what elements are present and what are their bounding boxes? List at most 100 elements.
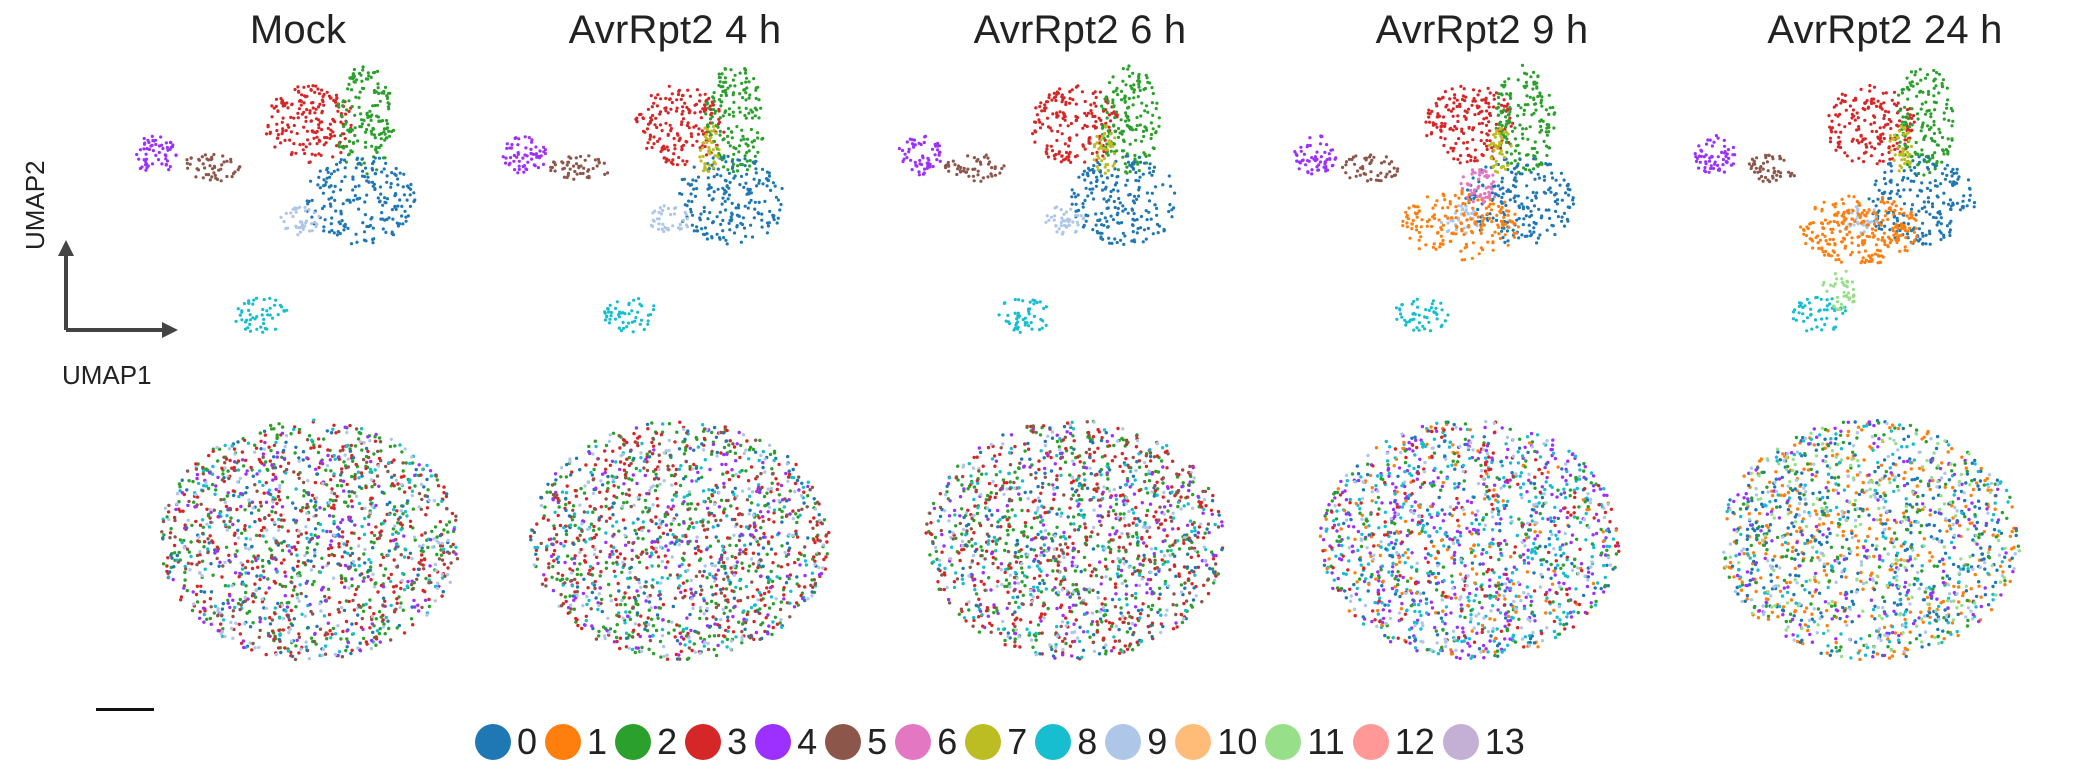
cell-point [715,232,719,236]
cell-point [759,598,763,602]
cell-point [1040,109,1044,113]
cell-point [227,476,231,481]
cell-point [377,156,382,160]
cell-point [815,500,820,504]
cell-point [172,515,177,520]
cell-point [284,128,288,133]
cell-point [685,579,689,583]
cell-point [270,509,274,514]
cell-point [711,166,716,170]
cell-point [711,220,716,224]
cell-point [543,505,547,509]
cell-point [1016,311,1020,315]
cell-point [366,71,370,75]
cell-point [339,576,344,581]
cell-point [614,549,619,553]
cell-point [348,423,352,428]
cell-point [1121,67,1125,71]
cell-point [812,555,816,559]
cell-point [367,515,371,519]
cell-point [437,557,442,561]
cell-point [615,560,619,564]
cell-point [367,74,371,78]
cell-point [318,570,323,574]
cell-point [666,576,670,580]
cell-point [233,571,238,575]
cell-point [708,117,713,121]
cell-point [339,158,343,162]
cell-point [711,103,716,107]
cell-point [253,483,257,487]
cell-point [410,493,414,498]
cell-point [646,319,650,323]
cell-point [320,111,324,115]
cell-point [394,192,398,196]
cell-point [698,99,702,103]
cell-point [226,491,230,495]
cell-point [254,446,259,450]
cell-point [1149,121,1153,125]
cell-point [451,550,456,554]
cell-point [708,572,712,576]
cell-point [443,574,447,578]
cell-point [530,528,535,532]
cell-point [248,313,252,317]
cell-point [566,171,571,175]
cell-point [732,231,737,235]
cell-point [138,166,142,171]
cell-point [706,187,710,191]
cell-point [337,610,341,614]
cell-point [700,227,704,231]
cell-point [337,545,341,549]
cell-point [552,549,557,553]
cell-point [428,564,432,568]
cell-point [575,590,579,594]
cell-point [593,507,598,511]
cell-point [670,498,675,502]
cell-point [206,537,210,541]
cell-point [282,456,287,461]
cell-point [721,218,725,222]
cell-point [168,570,172,574]
cell-point [1065,155,1069,159]
cell-point [144,152,148,156]
cell-point [238,632,243,636]
cell-point [412,567,416,571]
cell-point [517,159,521,163]
cell-point [683,101,687,105]
cell-point [627,312,631,316]
cell-point [229,157,233,161]
cell-point [749,605,754,610]
cell-point [1034,130,1038,134]
cell-point [276,109,280,113]
cell-point [417,609,421,613]
cell-point [313,554,317,558]
cell-point [689,132,693,136]
cell-point [257,586,261,591]
cell-point [277,528,281,532]
cell-point [921,172,926,176]
cell-point [701,574,705,578]
cell-point [205,157,209,161]
cell-point [784,581,789,585]
cell-point [516,171,520,175]
cell-point [688,517,692,521]
cell-point [766,580,771,585]
cell-point [666,548,670,552]
cell-point [1143,109,1147,113]
cell-point [262,491,266,495]
cell-point [1080,90,1084,94]
cell-point [979,179,983,183]
cell-point [327,94,331,98]
cell-point [186,503,190,508]
cell-point [328,629,332,633]
cell-point [822,518,827,522]
cell-point [299,591,303,596]
cell-point [696,502,700,506]
cell-point [363,130,368,134]
cell-point [369,578,373,582]
cell-point [175,553,179,558]
cell-point [718,129,722,133]
cell-point [442,485,446,489]
cell-point [263,516,267,521]
